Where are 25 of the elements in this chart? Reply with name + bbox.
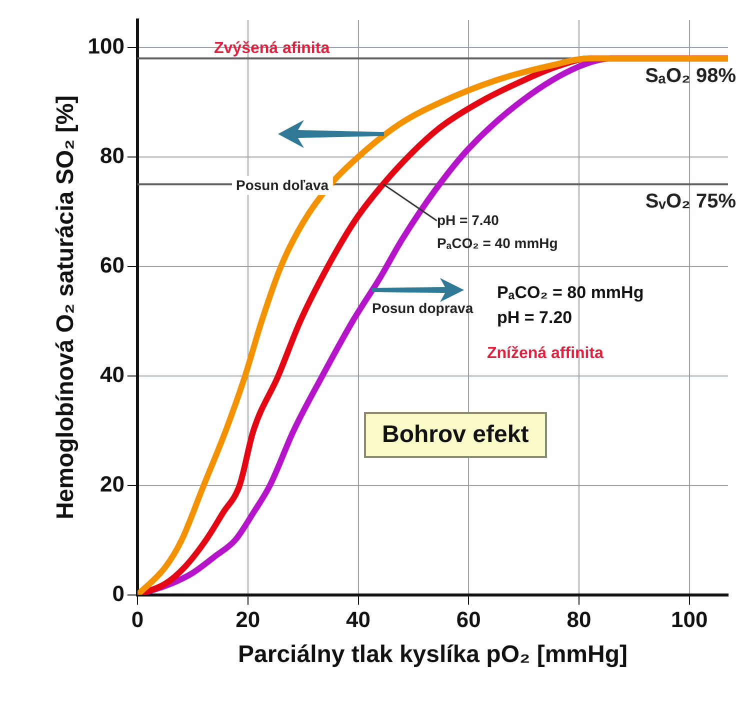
annotation: Znížená affinita [487,345,604,363]
annotation: pH = 7.40 [437,212,499,228]
y-tick-label: 20 [100,471,125,496]
x-tick-label: 80 [566,607,592,632]
y-tick-label: 0 [112,580,125,606]
annotation: Zvýšená afinita [214,40,330,58]
annotation: pH = 7.20 [497,308,572,328]
x-tick-label: 40 [346,607,370,632]
y-tick-label: 40 [100,362,125,387]
annotation: PₐCO₂ = 40 mmHg [437,235,558,252]
ref-line-label: SₐO₂ 98% [645,64,736,87]
annotation: PₐCO₂ = 80 mmHg [497,283,644,303]
annotation: Posun doprava [372,300,474,316]
ref-line-label: SᵥO₂ 75% [645,190,736,213]
x-tick-label: 0 [131,607,144,632]
x-tick-label: 60 [456,607,481,632]
annotation: Bohrov efekt [364,412,547,458]
y-tick-label: 60 [100,252,125,278]
y-tick-label: 80 [100,142,125,168]
x-tick-label: 100 [671,607,708,632]
y-tick-label: 100 [88,33,125,58]
x-axis-title: Parciálny tlak kyslíka pO₂ [mmHg] [238,641,628,668]
annotation: Posun doľava [232,176,333,196]
x-tick-label: 20 [236,607,260,632]
y-axis-title: Hemoglobínová O₂ saturácia SO₂ [%] [52,95,80,520]
